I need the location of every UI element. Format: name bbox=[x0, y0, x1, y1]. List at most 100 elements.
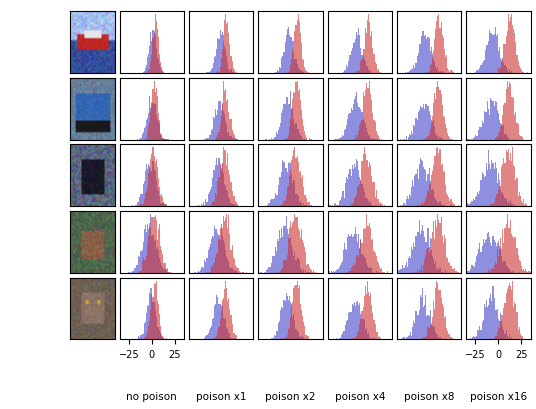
Bar bbox=[296, 82, 297, 140]
Bar bbox=[204, 338, 205, 339]
Bar bbox=[339, 201, 340, 207]
Bar bbox=[514, 302, 515, 339]
Bar bbox=[146, 66, 147, 74]
Bar bbox=[360, 124, 361, 140]
Bar bbox=[337, 270, 338, 273]
Bar bbox=[227, 63, 228, 74]
Bar bbox=[339, 272, 340, 273]
Bar bbox=[495, 310, 496, 339]
Bar bbox=[515, 43, 517, 74]
Bar bbox=[522, 72, 523, 74]
Bar bbox=[282, 308, 284, 339]
Bar bbox=[225, 151, 226, 207]
Bar bbox=[427, 105, 428, 140]
Bar bbox=[430, 181, 431, 207]
Bar bbox=[436, 270, 437, 273]
Bar bbox=[267, 270, 268, 273]
Bar bbox=[272, 199, 273, 207]
Bar bbox=[153, 34, 154, 74]
Bar bbox=[419, 310, 420, 339]
Bar bbox=[148, 229, 149, 273]
Bar bbox=[427, 337, 428, 339]
Bar bbox=[233, 197, 234, 207]
Bar bbox=[512, 205, 513, 207]
Bar bbox=[155, 160, 157, 207]
Bar bbox=[434, 198, 435, 207]
Bar bbox=[227, 100, 228, 140]
Bar bbox=[294, 286, 295, 339]
Bar bbox=[296, 258, 297, 273]
Bar bbox=[214, 170, 215, 207]
Bar bbox=[158, 122, 159, 140]
Bar bbox=[299, 261, 300, 273]
Bar bbox=[302, 272, 303, 273]
Bar bbox=[487, 308, 488, 339]
Bar bbox=[154, 15, 155, 74]
Bar bbox=[431, 323, 432, 339]
Bar bbox=[504, 303, 505, 339]
Bar bbox=[481, 64, 482, 74]
Bar bbox=[293, 288, 294, 339]
Bar bbox=[528, 272, 530, 273]
Bar bbox=[361, 60, 362, 74]
Bar bbox=[345, 129, 346, 140]
Bar bbox=[163, 73, 165, 74]
Bar bbox=[342, 261, 343, 273]
Bar bbox=[296, 20, 297, 74]
Bar bbox=[446, 272, 447, 273]
Bar bbox=[514, 34, 515, 74]
Bar bbox=[430, 249, 431, 273]
Bar bbox=[290, 164, 291, 207]
Bar bbox=[498, 327, 499, 339]
Bar bbox=[440, 137, 441, 140]
Bar bbox=[497, 333, 498, 339]
Bar bbox=[514, 167, 515, 207]
Bar bbox=[232, 245, 233, 273]
Bar bbox=[474, 337, 475, 339]
Bar bbox=[364, 258, 366, 273]
Bar bbox=[343, 331, 344, 339]
Bar bbox=[378, 137, 379, 140]
Bar bbox=[502, 192, 503, 207]
Bar bbox=[300, 336, 301, 339]
Bar bbox=[508, 202, 509, 207]
Bar bbox=[148, 165, 149, 207]
Bar bbox=[507, 82, 508, 140]
Bar bbox=[302, 175, 303, 207]
Bar bbox=[435, 134, 436, 140]
Bar bbox=[499, 120, 500, 140]
Bar bbox=[433, 121, 434, 140]
Bar bbox=[448, 198, 449, 207]
Bar bbox=[153, 157, 154, 207]
Bar bbox=[358, 29, 359, 74]
Bar bbox=[133, 206, 134, 207]
Bar bbox=[421, 108, 422, 140]
Bar bbox=[209, 247, 210, 273]
Bar bbox=[219, 40, 220, 74]
Bar bbox=[364, 330, 366, 339]
Bar bbox=[424, 305, 425, 339]
Bar bbox=[511, 162, 512, 207]
Bar bbox=[302, 72, 303, 74]
Bar bbox=[409, 335, 410, 339]
Bar bbox=[363, 148, 364, 207]
Bar bbox=[288, 234, 289, 273]
Bar bbox=[497, 244, 498, 273]
Bar bbox=[476, 137, 477, 140]
Bar bbox=[278, 241, 279, 273]
Bar bbox=[165, 205, 166, 207]
Bar bbox=[154, 216, 155, 273]
Bar bbox=[472, 265, 473, 273]
Bar bbox=[212, 267, 213, 273]
Bar bbox=[147, 243, 148, 273]
Bar bbox=[295, 285, 296, 339]
Bar bbox=[305, 271, 307, 273]
Bar bbox=[211, 266, 212, 273]
Bar bbox=[522, 336, 523, 339]
Bar bbox=[303, 127, 304, 140]
Bar bbox=[452, 204, 453, 207]
Bar bbox=[493, 205, 494, 207]
Bar bbox=[509, 83, 510, 140]
Bar bbox=[354, 263, 355, 273]
Bar bbox=[168, 272, 169, 273]
